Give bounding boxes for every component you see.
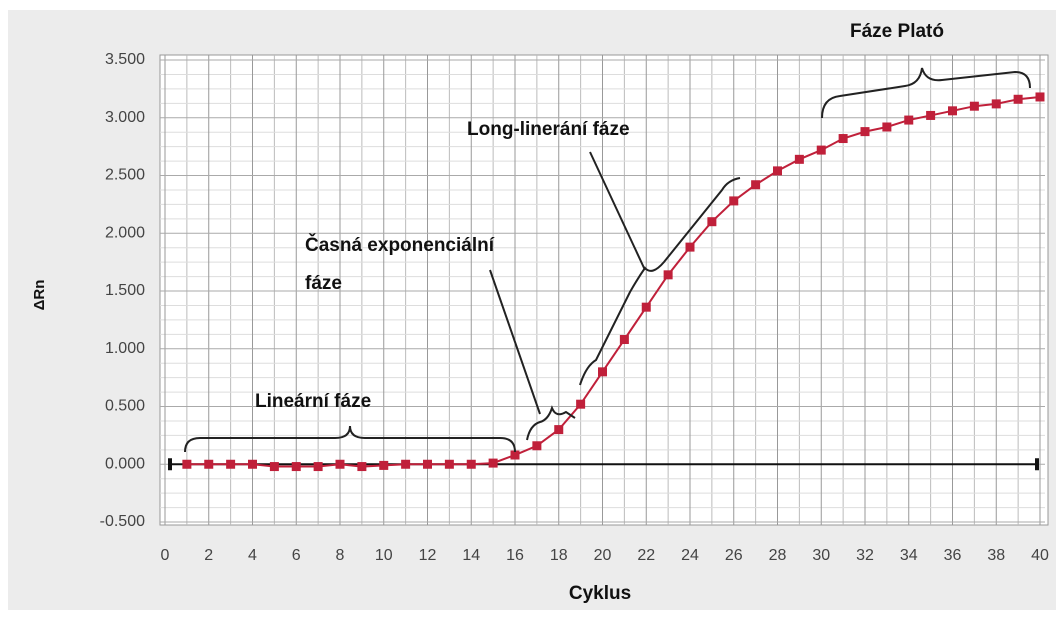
point: [904, 115, 914, 125]
point: [641, 302, 651, 312]
point: [401, 459, 411, 469]
annotation: Časná exponenciální: [305, 234, 495, 256]
y-tick-label: 1.000: [105, 340, 145, 357]
series-line: [186, 95, 1041, 468]
point: [248, 459, 257, 469]
x-tick-label: 34: [900, 547, 918, 564]
y-axis-label: ΔRn: [31, 280, 48, 311]
point: [291, 462, 301, 472]
point: [466, 459, 476, 469]
point: [357, 462, 367, 472]
x-tick-label: 18: [550, 547, 568, 564]
x-tick-label: 0: [161, 547, 170, 564]
x-tick-label: 8: [336, 547, 345, 564]
x-tick-label: 36: [944, 547, 962, 564]
point: [510, 450, 520, 460]
point: [773, 166, 782, 176]
point: [991, 99, 1001, 109]
x-tick-label: 26: [725, 547, 743, 564]
x-tick-label: 20: [594, 547, 612, 564]
brace: [184, 425, 516, 453]
x-tick-label: 28: [769, 547, 787, 564]
x-tick-label: 2: [204, 547, 213, 564]
point: [598, 367, 607, 377]
point: [423, 459, 432, 469]
point: [444, 459, 454, 469]
plot-area: [159, 54, 1049, 526]
point: [838, 134, 848, 144]
point: [226, 459, 236, 469]
y-tick-label: -0.500: [100, 513, 145, 530]
x-tick-label: 32: [856, 547, 874, 564]
point: [335, 459, 345, 469]
point: [379, 460, 389, 470]
x-tick-label: 40: [1031, 547, 1049, 564]
point: [182, 459, 192, 469]
point: [948, 106, 957, 116]
y-tick-label: 0.500: [105, 398, 145, 415]
point: [751, 180, 761, 190]
braces: [184, 67, 1031, 453]
point: [619, 335, 629, 345]
x-tick-label: 16: [506, 547, 524, 564]
point: [1035, 92, 1045, 102]
y-tick-label: 1.500: [105, 282, 145, 299]
point: [860, 127, 870, 137]
point: [576, 399, 586, 409]
y-tick-label: 0.000: [105, 455, 145, 472]
x-axis-label: Cyklus: [569, 583, 631, 604]
point: [1013, 94, 1023, 104]
grid: 0 2 4 6 8 10 12 14 16 18 20 22 24 26 28 30 32 34 36 38 40-0.…: [100, 51, 1049, 564]
y-tick-label: 3.500: [105, 51, 145, 68]
point: [313, 462, 323, 472]
y-tick-label: 3.000: [105, 109, 145, 126]
x-tick-label: 6: [292, 547, 301, 564]
annotation: Lineární fáze: [255, 391, 371, 412]
pointer: [589, 151, 646, 271]
x-tick-label: 10: [375, 547, 393, 564]
pointer: [489, 269, 541, 415]
brace: [526, 405, 576, 441]
x-tick-label: 12: [419, 547, 437, 564]
point: [663, 270, 673, 280]
axis-end: [1035, 458, 1039, 471]
point: [882, 122, 892, 132]
axis-end: [168, 458, 172, 471]
y-tick-label: 2.000: [105, 224, 145, 241]
marks: [182, 92, 1045, 472]
x-tick-label: 14: [462, 547, 480, 564]
point: [532, 441, 542, 451]
x-tick-label: 22: [637, 547, 655, 564]
point: [969, 101, 979, 111]
point: [729, 196, 739, 206]
point: [269, 462, 279, 472]
x-tick-label: 24: [681, 547, 699, 564]
annotation: fáze: [305, 273, 342, 294]
point: [794, 154, 804, 164]
x-tick-label: 38: [987, 547, 1005, 564]
point: [488, 458, 498, 468]
point: [204, 459, 214, 469]
x-tick-label: 30: [812, 547, 830, 564]
point: [926, 110, 936, 120]
annotation: Long-linerání fáze: [467, 119, 630, 140]
point: [816, 145, 826, 155]
x-tick-label: 4: [248, 547, 257, 564]
point: [685, 242, 695, 252]
annotation: Fáze Plató: [850, 21, 944, 42]
point: [554, 425, 564, 435]
point: [707, 217, 717, 227]
y-tick-label: 2.500: [105, 167, 145, 184]
brace: [821, 67, 1031, 119]
